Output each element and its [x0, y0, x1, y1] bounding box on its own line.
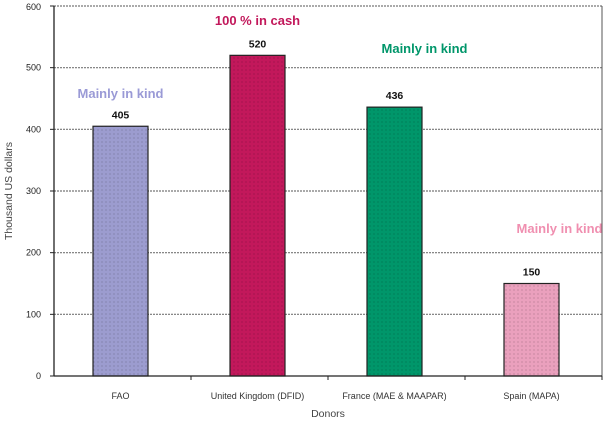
y-tick-label: 400 [26, 124, 41, 134]
y-tick-label: 600 [26, 2, 41, 12]
bars [92, 54, 560, 377]
axes: 0 100 200 300 400 500 600 [26, 2, 603, 381]
x-tick-label: FAO [111, 391, 129, 401]
y-tick-label: 0 [36, 371, 41, 381]
bar-texture [230, 55, 285, 376]
y-tick-label: 300 [26, 186, 41, 196]
x-tick-label: France (MAE & MAAPAR) [342, 391, 446, 401]
labels: FAO 405 Mainly in kind United Kingdom (DFID… [78, 13, 603, 401]
x-axis-label: Donors [311, 408, 345, 420]
x-tick-label: Spain (MAPA) [503, 391, 559, 401]
data-label: 436 [386, 90, 404, 102]
y-tick-label: 100 [26, 309, 41, 319]
bar-annotation: Mainly in kind [382, 41, 468, 56]
bar-annotation: Mainly in kind [517, 221, 603, 236]
bar-annotation: Mainly in kind [78, 86, 164, 101]
bar-texture [93, 126, 148, 376]
y-axis-label: Thousand US dollars [3, 142, 15, 240]
data-label: 520 [249, 38, 267, 50]
bar-annotation: 100 % in cash [215, 13, 300, 28]
data-label: 150 [523, 267, 541, 279]
y-tick-label: 200 [26, 248, 41, 258]
bar-texture [367, 107, 422, 376]
bar-texture [504, 283, 559, 376]
data-label: 405 [112, 109, 130, 121]
y-tick-label: 500 [26, 63, 41, 73]
x-tick-label: United Kingdom (DFID) [211, 391, 305, 401]
